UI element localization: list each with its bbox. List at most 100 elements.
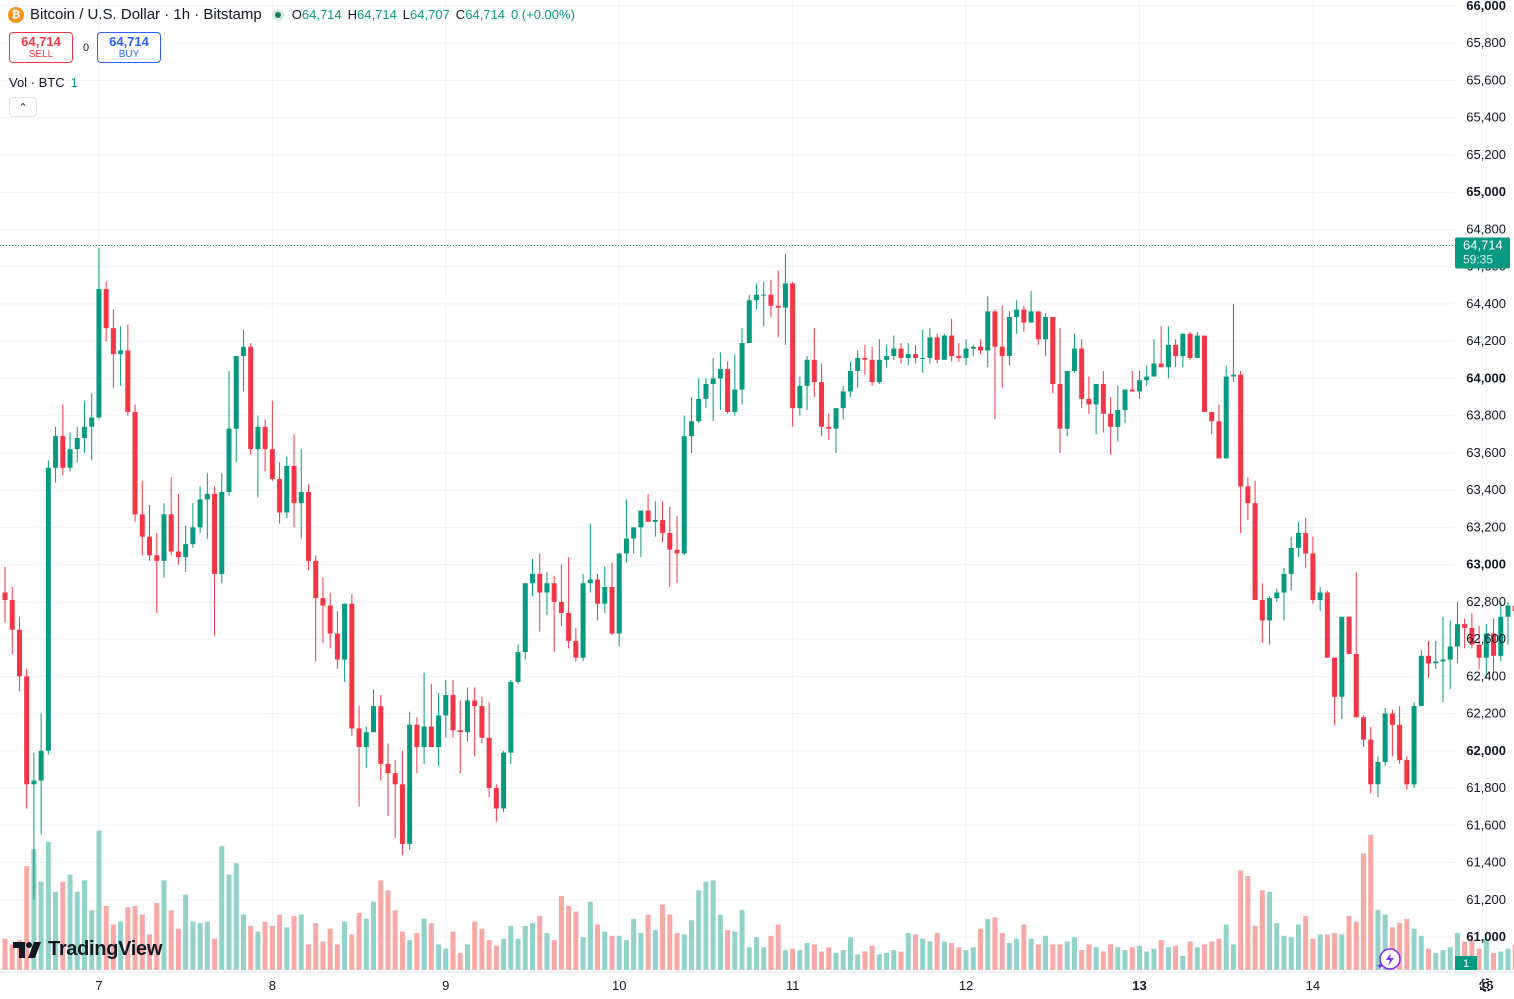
time-axis[interactable]: 78910111213141516 bbox=[0, 971, 1514, 993]
price-tick-label: 61,400 bbox=[1466, 855, 1506, 870]
candle bbox=[905, 343, 911, 366]
sparkle-icon[interactable] bbox=[1374, 946, 1404, 976]
ohlc-low: L64,707 bbox=[402, 7, 450, 22]
candle bbox=[385, 743, 391, 816]
candle bbox=[421, 672, 427, 764]
candle bbox=[1151, 339, 1157, 377]
market-status-icon[interactable] bbox=[271, 8, 284, 21]
time-tick-label: 9 bbox=[442, 978, 449, 993]
price-tick-label: 65,000 bbox=[1466, 184, 1506, 199]
volume-bar bbox=[284, 927, 290, 970]
volume-bar bbox=[320, 941, 326, 970]
price-tick-label: 62,800 bbox=[1466, 594, 1506, 609]
volume-bar bbox=[349, 934, 355, 970]
current-price-badge: 64,714 59:35 bbox=[1455, 237, 1510, 269]
bitcoin-icon: ₿ bbox=[8, 6, 24, 23]
volume-bar bbox=[725, 930, 731, 970]
candle bbox=[240, 329, 246, 392]
volume-bar bbox=[53, 891, 59, 970]
volume-bar bbox=[790, 948, 796, 970]
candle bbox=[1397, 706, 1403, 764]
sell-button[interactable]: 64,714 SELL bbox=[9, 32, 73, 63]
volume-bar bbox=[132, 905, 138, 970]
candle bbox=[927, 328, 933, 364]
candle bbox=[1274, 588, 1280, 602]
candle bbox=[1238, 370, 1244, 533]
time-tick-label: 7 bbox=[95, 978, 102, 993]
price-tick-label: 63,000 bbox=[1466, 557, 1506, 572]
candle bbox=[573, 627, 579, 662]
candle bbox=[855, 350, 861, 388]
volume-bar bbox=[219, 846, 225, 970]
candle bbox=[1043, 313, 1049, 357]
candle bbox=[110, 309, 116, 388]
volume-bar bbox=[1498, 951, 1504, 970]
tradingview-logo[interactable]: TradingView bbox=[12, 938, 162, 961]
candle bbox=[60, 404, 66, 476]
price-tick-label: 61,000 bbox=[1466, 929, 1506, 944]
candle bbox=[804, 356, 810, 411]
candle bbox=[1267, 596, 1273, 645]
candle bbox=[2, 566, 8, 623]
candle bbox=[1216, 404, 1222, 459]
candle bbox=[782, 253, 788, 345]
volume-bar bbox=[898, 951, 904, 970]
candle bbox=[1491, 618, 1497, 675]
volume-bar bbox=[479, 928, 485, 970]
volume-bar bbox=[1505, 948, 1511, 970]
candle bbox=[1426, 640, 1432, 679]
volume-bar bbox=[963, 950, 969, 970]
volume-bar bbox=[363, 918, 369, 970]
volume-bar bbox=[515, 938, 521, 970]
volume-bar bbox=[667, 914, 673, 970]
volume-bar bbox=[1115, 947, 1121, 970]
volume-bar bbox=[595, 924, 601, 970]
candle bbox=[327, 592, 333, 649]
volume-bar bbox=[1028, 938, 1034, 970]
symbol-legend[interactable]: ₿ Bitcoin / U.S. Dollar · 1h · Bitstamp … bbox=[8, 6, 581, 23]
volume-bar bbox=[804, 942, 810, 970]
ohlc-change: 0 (+0.00%) bbox=[510, 7, 575, 22]
volume-bar bbox=[1252, 925, 1258, 970]
candle bbox=[1202, 335, 1208, 412]
volume-bar bbox=[110, 924, 116, 970]
volume-bar bbox=[1491, 952, 1497, 970]
volume-bar bbox=[934, 933, 940, 970]
volume-bar bbox=[1136, 945, 1142, 970]
candle bbox=[378, 694, 384, 781]
candle bbox=[183, 525, 189, 573]
candle bbox=[732, 354, 738, 416]
collapse-legend-button[interactable]: ⌃ bbox=[9, 97, 37, 117]
volume-bar bbox=[746, 947, 752, 970]
volume-bar bbox=[1223, 924, 1229, 970]
symbol-title[interactable]: Bitcoin / U.S. Dollar · 1h · Bitstamp bbox=[30, 6, 262, 23]
volume-bar bbox=[89, 910, 95, 970]
volume-bar bbox=[688, 920, 694, 970]
candle bbox=[602, 566, 608, 614]
candle bbox=[587, 523, 593, 593]
volume-bar bbox=[457, 952, 463, 970]
candle bbox=[277, 462, 283, 524]
candle bbox=[623, 499, 629, 563]
volume-bar bbox=[60, 881, 66, 970]
candle bbox=[537, 553, 543, 632]
gear-icon[interactable] bbox=[1477, 976, 1495, 994]
volume-bar bbox=[262, 921, 268, 970]
volume-bar bbox=[1512, 944, 1514, 970]
price-axis[interactable]: 66,000 65,800 65,600 65,400 65,200 65,000 64,8… bbox=[1466, 0, 1506, 944]
volume-bar bbox=[1071, 937, 1077, 970]
candle bbox=[580, 573, 586, 662]
volume-bar bbox=[1411, 928, 1417, 970]
volume-bar bbox=[1122, 950, 1128, 970]
candle bbox=[956, 343, 962, 362]
volume-legend[interactable]: Vol · BTC 1 bbox=[9, 75, 78, 90]
price-tick-label: 63,600 bbox=[1466, 445, 1506, 460]
buy-button[interactable]: 64,714 BUY bbox=[97, 32, 161, 63]
volume-bar bbox=[732, 931, 738, 970]
volume-bar bbox=[1397, 923, 1403, 970]
volume-bar bbox=[775, 924, 781, 970]
candle bbox=[819, 363, 825, 437]
candle bbox=[472, 687, 478, 757]
candle bbox=[1100, 370, 1106, 433]
